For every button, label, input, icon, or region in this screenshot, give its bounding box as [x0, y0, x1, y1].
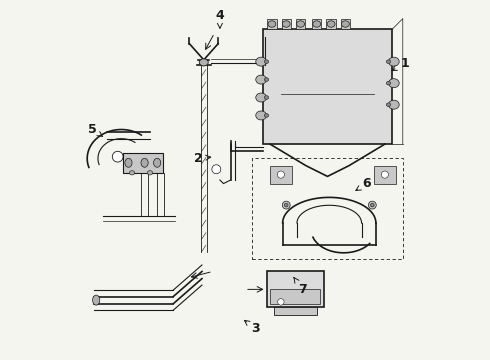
Text: 4: 4 — [216, 9, 224, 28]
Bar — [270, 166, 292, 184]
Bar — [263, 30, 392, 144]
Ellipse shape — [278, 299, 284, 305]
Ellipse shape — [268, 21, 276, 27]
Ellipse shape — [368, 201, 376, 209]
Bar — [341, 19, 350, 30]
Ellipse shape — [265, 78, 269, 81]
Ellipse shape — [389, 57, 399, 66]
Ellipse shape — [256, 111, 267, 120]
Ellipse shape — [282, 21, 290, 27]
Text: 5: 5 — [88, 123, 102, 136]
Ellipse shape — [112, 151, 123, 162]
Ellipse shape — [386, 103, 391, 107]
Ellipse shape — [389, 79, 399, 87]
Bar — [312, 19, 321, 30]
Bar — [296, 19, 305, 30]
Bar — [274, 307, 317, 315]
Ellipse shape — [199, 59, 208, 66]
Bar — [326, 19, 336, 30]
Ellipse shape — [327, 21, 335, 27]
Bar — [123, 153, 163, 173]
Ellipse shape — [265, 96, 269, 99]
Ellipse shape — [296, 21, 304, 27]
Bar — [267, 271, 324, 307]
Ellipse shape — [265, 114, 269, 117]
Ellipse shape — [389, 100, 399, 109]
Ellipse shape — [282, 201, 290, 209]
Ellipse shape — [313, 21, 320, 27]
Bar — [252, 158, 403, 259]
Bar — [267, 19, 276, 30]
Ellipse shape — [381, 171, 389, 178]
Ellipse shape — [277, 171, 285, 178]
Ellipse shape — [386, 81, 391, 85]
Text: 2: 2 — [194, 152, 211, 165]
Ellipse shape — [342, 21, 349, 27]
Ellipse shape — [386, 60, 391, 63]
Ellipse shape — [265, 60, 269, 63]
Ellipse shape — [370, 203, 374, 207]
Ellipse shape — [153, 158, 161, 167]
Ellipse shape — [256, 75, 267, 84]
Ellipse shape — [285, 203, 288, 207]
Ellipse shape — [147, 171, 153, 175]
Bar — [270, 289, 320, 304]
Ellipse shape — [129, 171, 135, 175]
Ellipse shape — [141, 158, 148, 167]
Text: 7: 7 — [294, 278, 307, 296]
Ellipse shape — [93, 295, 100, 305]
Ellipse shape — [125, 158, 132, 167]
Text: 1: 1 — [392, 57, 409, 71]
Bar — [374, 166, 395, 184]
Text: 3: 3 — [245, 320, 260, 335]
Ellipse shape — [256, 93, 267, 102]
Bar — [282, 19, 291, 30]
Ellipse shape — [212, 165, 221, 174]
Ellipse shape — [256, 57, 267, 66]
Text: 6: 6 — [356, 177, 371, 190]
